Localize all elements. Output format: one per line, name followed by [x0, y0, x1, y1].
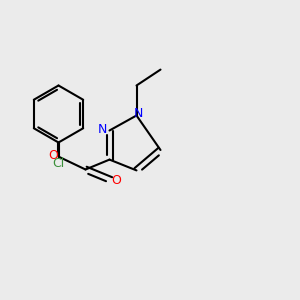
Text: Cl: Cl [52, 157, 64, 170]
Text: N: N [98, 122, 108, 136]
Text: O: O [112, 173, 121, 187]
Text: N: N [134, 106, 144, 120]
Text: O: O [48, 148, 58, 162]
